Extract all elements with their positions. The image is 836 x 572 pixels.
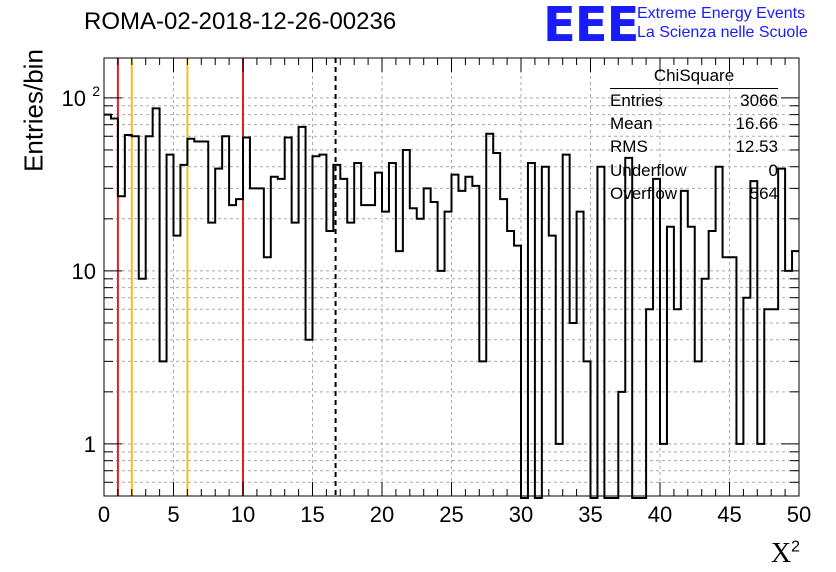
stats-label: Mean — [610, 114, 653, 134]
marker-lines — [116, 58, 337, 496]
stats-box: ChiSquare Entries 3066 Mean 16.66 RMS 12.53… — [610, 66, 778, 205]
x-tick-label: 40 — [648, 502, 672, 527]
x-axis-label-exp: 2 — [791, 538, 800, 556]
axis-ticks — [103, 58, 800, 497]
x-tick-label: 10 — [231, 502, 255, 527]
stats-label: Overflow — [610, 183, 678, 203]
stats-label: Underflow — [610, 160, 687, 180]
histogram-outline — [104, 107, 799, 499]
stats-value: 564 — [749, 183, 778, 203]
stats-label: Entries — [610, 91, 663, 110]
stats-row-overflow: Overflow 564 — [610, 182, 778, 205]
y-tick-label: 10 — [72, 259, 96, 284]
stats-row-mean: Mean 16.66 — [610, 112, 778, 135]
x-tick-label: 20 — [370, 502, 394, 527]
y-axis-label: Entries/bin — [18, 49, 49, 172]
x-tick-label: 50 — [787, 502, 811, 527]
x-tick-label: 15 — [300, 502, 324, 527]
y-tick-label: 1 — [84, 432, 96, 457]
y-tick-label: 10 — [62, 86, 86, 111]
run-title: ROMA-02-2018-12-26-00236 — [84, 8, 397, 35]
stats-value: 3066 — [740, 91, 778, 110]
stats-value: 16.66 — [735, 114, 778, 134]
x-tick-label: 30 — [509, 502, 533, 527]
logo-line-1: Extreme Energy Events — [637, 5, 806, 22]
tick-labels: 0 5 10 15 20 25 30 35 40 45 50 1 10 10 2 — [62, 83, 812, 527]
stats-title: ChiSquare — [610, 66, 778, 89]
stats-row-underflow: Underflow 0 — [610, 159, 778, 182]
x-tick-label: 35 — [578, 502, 602, 527]
eee-logo: EEE — [543, 0, 639, 53]
stats-row-rms: RMS 12.53 — [610, 135, 778, 158]
x-tick-label: 0 — [98, 502, 110, 527]
logo-line-2: La Scienza nelle Scuole — [637, 24, 808, 41]
x-tick-label: 5 — [167, 502, 179, 527]
x-tick-label: 25 — [439, 502, 463, 527]
stats-value: 0 — [768, 160, 778, 180]
stats-label: RMS — [610, 137, 648, 157]
y-tick-label-exp: 2 — [92, 83, 100, 99]
x-tick-label: 45 — [717, 502, 741, 527]
x-axis-label: X2 — [771, 538, 800, 570]
stats-row-entries: Entries 3066 — [610, 89, 778, 112]
x-axis-label-base: X — [770, 538, 792, 569]
stats-value: 12.53 — [735, 137, 778, 157]
